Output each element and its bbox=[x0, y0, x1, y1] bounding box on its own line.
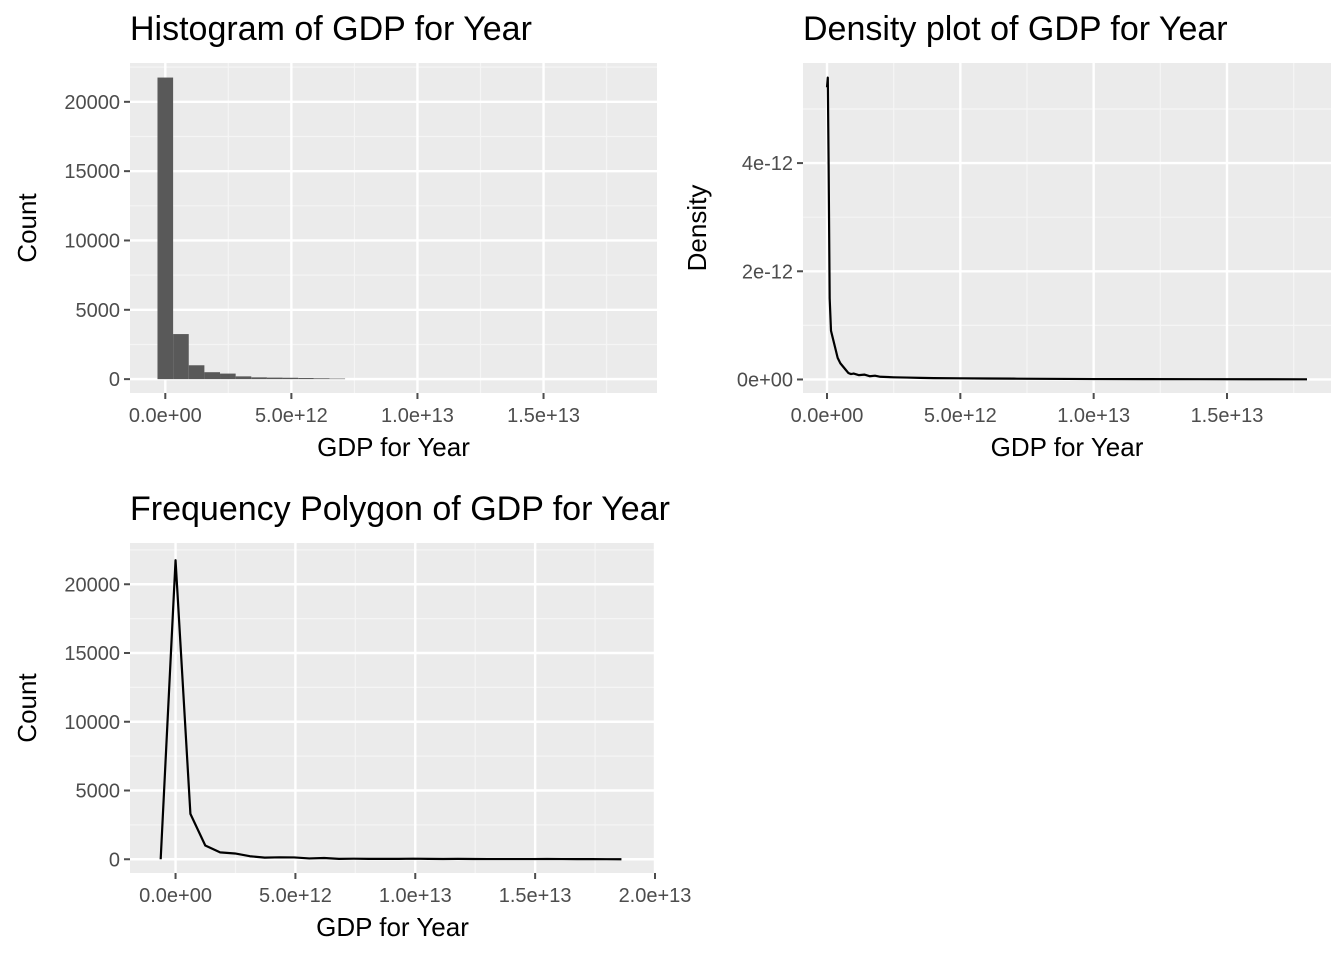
x-tick-label: 1.5e+13 bbox=[1191, 405, 1264, 427]
y-tick-label: 5000 bbox=[76, 781, 121, 803]
x-tick-label: 1.5e+13 bbox=[499, 885, 572, 907]
x-tick-label: 0.0e+00 bbox=[129, 405, 202, 427]
panel-background bbox=[803, 63, 1331, 393]
histogram-bar bbox=[157, 77, 174, 380]
histogram-bar bbox=[235, 376, 252, 380]
density-plot-area: 0e+00 2e-12 4e-12 0.0e+00 5.0e+12 1.0e+13 1.5e… bbox=[737, 63, 1331, 427]
y-tick-label: 15000 bbox=[64, 643, 120, 665]
panel-density: Density plot of GDP for Year 0e+00 2e-12 4… bbox=[682, 10, 1331, 462]
panel-frequency-polygon: Frequency Polygon of GDP for Year 0 5000 1… bbox=[12, 490, 691, 942]
panel-background bbox=[130, 543, 655, 873]
histogram-bar bbox=[329, 378, 346, 380]
density-x-axis-title: GDP for Year bbox=[991, 432, 1144, 462]
x-tick-label: 5.0e+12 bbox=[924, 405, 997, 427]
histogram-bar bbox=[282, 377, 299, 380]
y-tick-label: 2e-12 bbox=[742, 261, 793, 283]
x-tick-label: 1.0e+13 bbox=[1057, 405, 1130, 427]
x-tick-label: 5.0e+12 bbox=[259, 885, 332, 907]
y-tick-label: 0 bbox=[109, 849, 120, 871]
series-line bbox=[825, 76, 1308, 381]
histogram-bar bbox=[298, 378, 314, 380]
histogram-x-axis-title: GDP for Year bbox=[317, 432, 470, 462]
freqpoly-plot-area: 0 5000 10000 15000 20000 0.0e+00 5.0e+12 1.0e+1… bbox=[64, 543, 691, 907]
histogram-y-axis-title: Count bbox=[12, 193, 42, 263]
freqpoly-title: Frequency Polygon of GDP for Year bbox=[130, 490, 670, 528]
x-tick-label: 0.0e+00 bbox=[791, 405, 864, 427]
panel-histogram: Histogram of GDP for Year 0 5000 10000 1500… bbox=[12, 10, 657, 462]
series-line bbox=[159, 559, 622, 861]
x-tick-label: 5.0e+12 bbox=[255, 405, 328, 427]
histogram-bar bbox=[204, 372, 221, 380]
histogram-bar bbox=[188, 365, 205, 380]
x-tick-label: 1.0e+13 bbox=[379, 885, 452, 907]
y-tick-label: 20000 bbox=[64, 574, 120, 596]
y-tick-label: 20000 bbox=[64, 92, 120, 114]
histogram-plot-area: 0 5000 10000 15000 20000 0.0e+00 5.0e+12 1.0e+1… bbox=[64, 63, 657, 427]
y-tick-label: 5000 bbox=[76, 300, 121, 322]
y-tick-label: 0e+00 bbox=[737, 369, 793, 391]
y-tick-label: 10000 bbox=[64, 230, 120, 252]
freqpoly-y-axis-title: Count bbox=[12, 673, 42, 743]
freqpoly-x-axis-title: GDP for Year bbox=[316, 912, 469, 942]
y-tick-label: 4e-12 bbox=[742, 153, 793, 175]
y-tick-label: 10000 bbox=[64, 712, 120, 734]
histogram-title: Histogram of GDP for Year bbox=[130, 10, 532, 48]
y-tick-label: 0 bbox=[109, 369, 120, 391]
histogram-bar bbox=[173, 334, 189, 380]
histogram-bar bbox=[266, 377, 283, 380]
histogram-bar bbox=[251, 377, 267, 380]
x-tick-label: 1.0e+13 bbox=[381, 405, 454, 427]
histogram-bar bbox=[313, 378, 330, 380]
x-tick-label: 0.0e+00 bbox=[139, 885, 212, 907]
x-tick-label: 2.0e+13 bbox=[619, 885, 692, 907]
density-title: Density plot of GDP for Year bbox=[803, 10, 1228, 48]
x-tick-label: 1.5e+13 bbox=[507, 405, 580, 427]
panel-background bbox=[130, 63, 657, 393]
density-y-axis-title: Density bbox=[682, 185, 712, 272]
histogram-bar bbox=[220, 373, 236, 380]
y-tick-label: 15000 bbox=[64, 161, 120, 183]
